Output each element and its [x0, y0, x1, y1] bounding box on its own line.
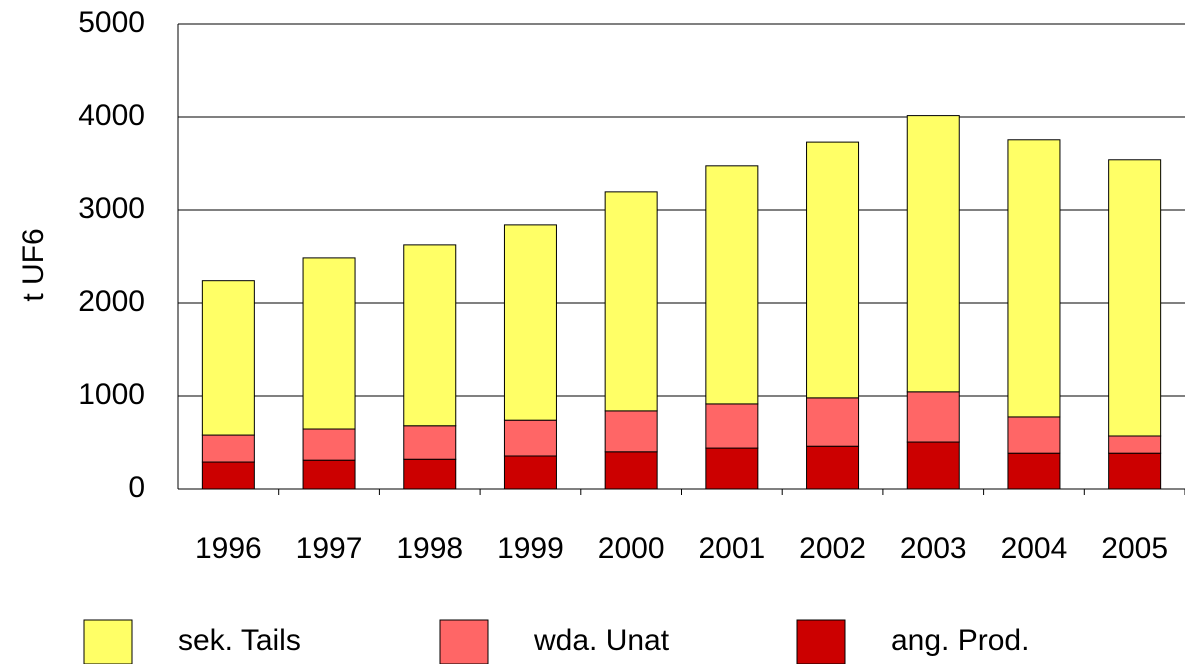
bar-segment — [906, 391, 960, 443]
bar-segment — [403, 244, 457, 427]
bar-segment — [201, 461, 255, 490]
y-tick-label: 5000 — [78, 6, 145, 39]
bar-segment — [302, 428, 356, 461]
bar-segment — [604, 451, 658, 490]
y-tick-label: 3000 — [78, 192, 145, 225]
y-tick-label: 4000 — [78, 99, 145, 132]
bar-segment — [1108, 452, 1162, 490]
legend-label: wda. Unat — [533, 624, 670, 657]
bar-segment — [806, 445, 860, 490]
y-tick-label: 2000 — [78, 285, 145, 318]
bar-segment — [705, 403, 759, 449]
y-tick-label: 0 — [128, 471, 145, 504]
legend-label: ang. Prod. — [891, 624, 1029, 657]
bar-segment — [302, 257, 356, 430]
bar-segment — [201, 434, 255, 463]
y-tick-label: 1000 — [78, 378, 145, 411]
x-tick-label: 2003 — [900, 532, 967, 565]
legend-swatch — [439, 619, 489, 664]
bar-segment — [1007, 416, 1061, 454]
legend-swatch — [83, 619, 133, 664]
bar-segment — [1108, 435, 1162, 454]
bar-segment — [403, 425, 457, 460]
bar-segment — [201, 280, 255, 436]
x-tick-label: 1998 — [396, 532, 463, 565]
bar-segment — [503, 419, 557, 457]
bar-segment — [705, 165, 759, 405]
bar-segment — [806, 141, 860, 399]
x-tick-label: 1997 — [296, 532, 363, 565]
x-tick-label: 2002 — [799, 532, 866, 565]
bar-segment — [604, 410, 658, 453]
bar-segment — [906, 441, 960, 490]
legend-swatch — [796, 619, 846, 664]
bar-segment — [503, 455, 557, 490]
bar-segment — [705, 447, 759, 490]
bar-segment — [503, 224, 557, 421]
bar-segment — [403, 458, 457, 490]
bar-segment — [1108, 159, 1162, 437]
x-tick-label: 1996 — [195, 532, 262, 565]
bar-segment — [806, 397, 860, 447]
y-axis-label: t UF6 — [17, 228, 50, 301]
x-tick-label: 2001 — [698, 532, 765, 565]
bar-segment — [1007, 452, 1061, 490]
x-tick-label: 1999 — [497, 532, 564, 565]
bar-segment — [906, 115, 960, 393]
x-tick-label: 2004 — [1001, 532, 1068, 565]
x-tick-label: 2005 — [1101, 532, 1168, 565]
bar-segment — [302, 459, 356, 490]
x-tick-label: 2000 — [598, 532, 665, 565]
legend-label: sek. Tails — [178, 624, 301, 657]
bar-segment — [604, 191, 658, 412]
bar-segment — [1007, 139, 1061, 418]
